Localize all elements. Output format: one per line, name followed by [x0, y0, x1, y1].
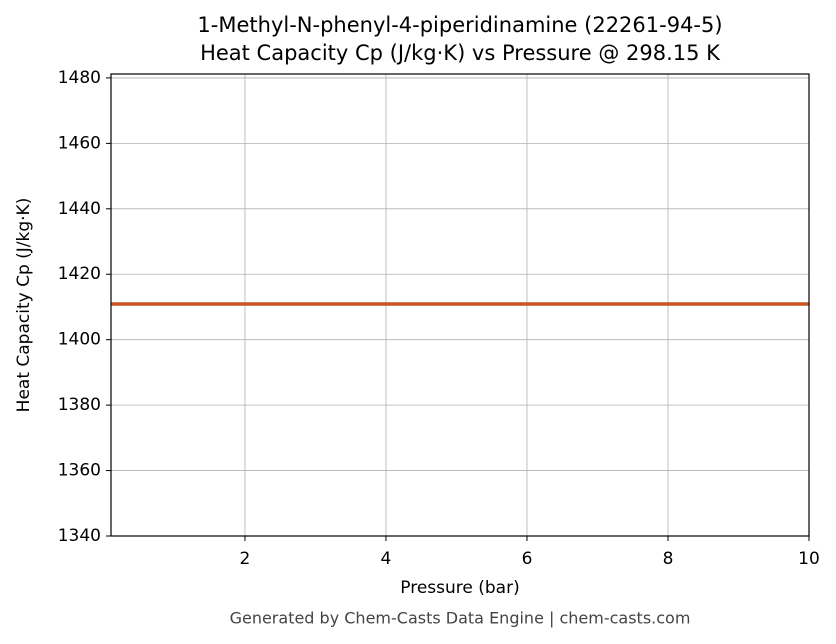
y-tick-label: 1360	[58, 461, 101, 481]
y-tick-label: 1460	[58, 133, 101, 153]
y-tick-label: 1480	[58, 68, 101, 88]
y-tick-label: 1440	[58, 199, 101, 219]
y-tick-label: 1340	[58, 526, 101, 546]
y-tick-label: 1420	[58, 264, 101, 284]
x-axis-label: Pressure (bar)	[400, 578, 519, 598]
chart-subtitle: Heat Capacity Cp (J/kg·K) vs Pressure @ …	[200, 41, 721, 65]
x-tick-label: 2	[240, 549, 251, 569]
x-tick-label: 10	[798, 549, 820, 569]
y-tick-label: 1400	[58, 330, 101, 350]
x-tick-label: 6	[522, 549, 533, 569]
chart-title: 1-Methyl-N-phenyl-4-piperidinamine (2226…	[197, 13, 722, 37]
footer: Generated by Chem-Casts Data Engine | ch…	[230, 609, 691, 628]
y-tick-label: 1380	[58, 395, 101, 415]
y-axis-label: Heat Capacity Cp (J/kg·K)	[14, 198, 34, 413]
x-tick-label: 4	[381, 549, 392, 569]
x-tick-label: 8	[663, 549, 674, 569]
plot-frame	[110, 73, 810, 537]
